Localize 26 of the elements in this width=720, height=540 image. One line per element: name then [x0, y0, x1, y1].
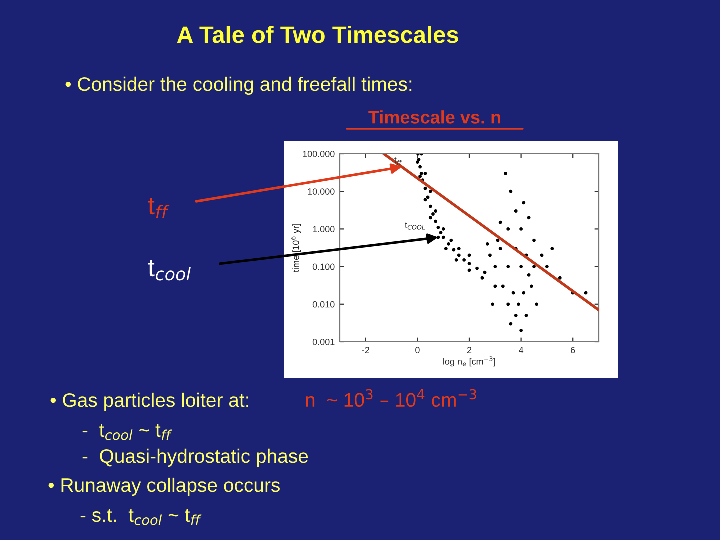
x-tick-label: -2 — [362, 347, 370, 354]
text: • Consider the cooling and freefall times: — [66, 76, 412, 96]
text: - Quasi-hydrostatic phase — [82, 448, 308, 468]
annotation: t$_{cool}$ — [148, 260, 191, 281]
chart-subtitle: Timescale vs. n — [368, 110, 500, 124]
chart-title: A Tale of Two Timescales — [177, 26, 458, 44]
annotation: t$_{COOL}$ — [405, 222, 426, 230]
text: n ~ 10$^{3}$ – 10$^{4}$ cm$^{−3}$ — [306, 389, 476, 408]
annotation: t$_{ff}$ — [148, 198, 170, 218]
annotation: t$_{ff}$ — [394, 158, 402, 165]
x-tick-label: 6 — [571, 347, 576, 354]
text: - s.t. t$_{cool}$ ~ t$_{ff}$ — [80, 509, 202, 526]
text: - t$_{cool}$ ~ t$_{ff}$ — [82, 424, 172, 440]
y-tick-label: 100.000 — [303, 150, 335, 158]
x-tick-label: 4 — [518, 347, 524, 354]
y-tick-label: 0.010 — [312, 301, 335, 308]
text: • Runaway collapse occurs — [48, 478, 280, 496]
y-tick-label: 1.000 — [313, 226, 335, 233]
text: • Gas particles loiter at: — [50, 392, 248, 412]
y-tick-label: 0.100 — [312, 264, 335, 270]
y-axis-title: time [10$^{6}$ yr] — [291, 224, 302, 272]
y-tick-label: 0.001 — [312, 338, 335, 346]
x-tick-label: 2 — [467, 347, 472, 354]
y-tick-label: 10.000 — [308, 188, 335, 195]
x-axis-title: log n$_{e}$ [cm$^{−3}$] — [444, 356, 496, 367]
x-tick-label: 0 — [416, 347, 420, 354]
